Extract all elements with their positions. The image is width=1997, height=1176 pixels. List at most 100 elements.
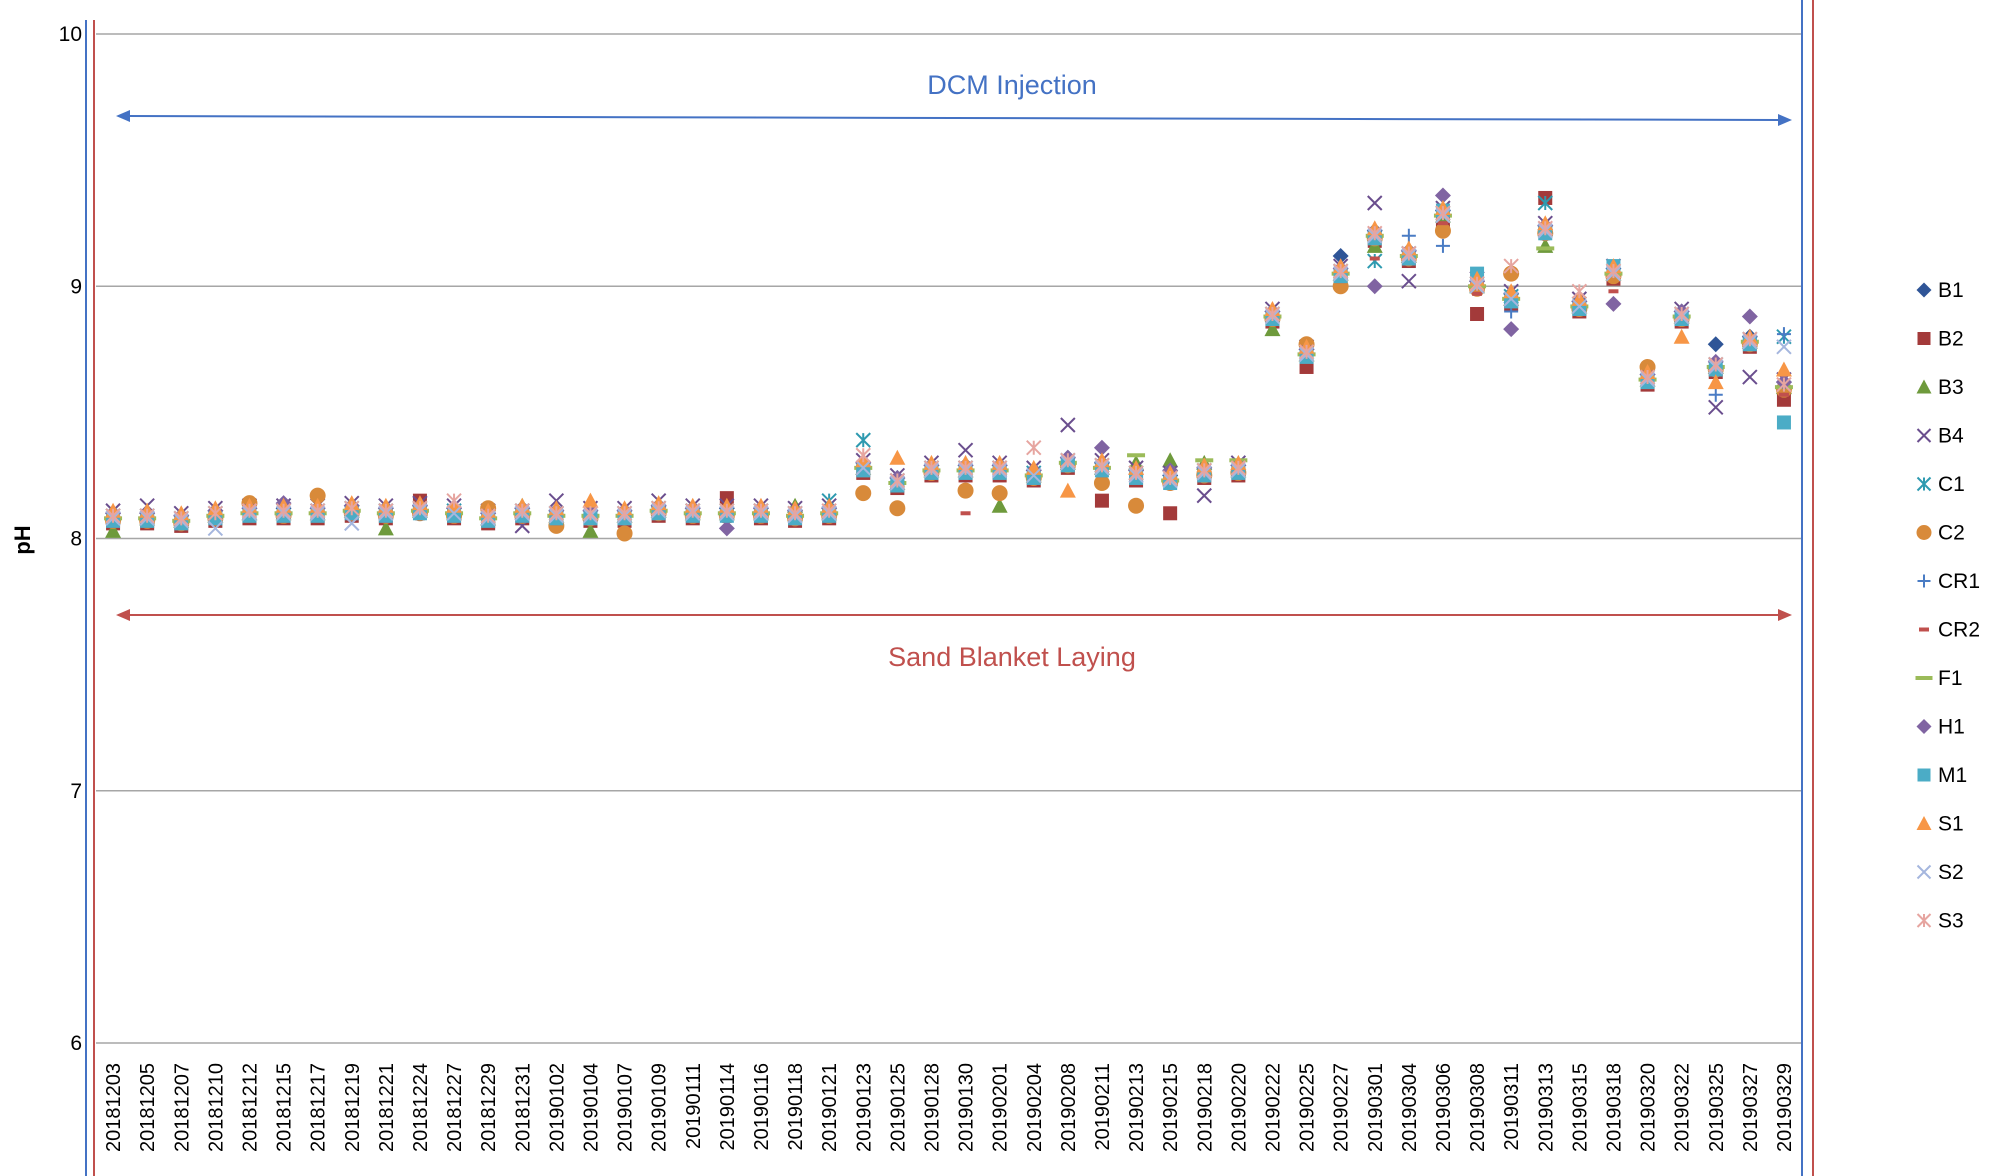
marker (1196, 462, 1212, 479)
marker (1571, 298, 1588, 315)
marker-shape (1163, 506, 1178, 521)
marker-shape (105, 508, 121, 524)
marker-shape (1401, 273, 1417, 289)
marker-shape (105, 522, 122, 538)
marker (1127, 453, 1146, 458)
x-tick-label: 20190107 (615, 1063, 637, 1152)
marker-shape (1094, 457, 1110, 474)
marker-shape (991, 460, 1008, 476)
marker-shape (1367, 253, 1383, 269)
marker (1332, 263, 1349, 279)
y-axis-label: pH (10, 525, 35, 554)
x-tick-label: 20190213 (1126, 1063, 1148, 1152)
marker (855, 460, 871, 476)
marker (1707, 374, 1724, 390)
marker (685, 503, 701, 519)
marker (1742, 331, 1758, 347)
arrow-head (1778, 609, 1792, 621)
marker (1708, 387, 1723, 402)
x-tick-label: 20190313 (1535, 1063, 1557, 1152)
marker (960, 511, 971, 516)
marker-shape (1916, 816, 1932, 830)
legend-marker (1919, 627, 1929, 632)
marker-shape (1708, 387, 1723, 402)
marker-shape (855, 432, 871, 448)
legend-marker (1916, 379, 1932, 394)
marker (1608, 289, 1619, 294)
marker-shape (1916, 282, 1932, 298)
marker-shape (1742, 331, 1758, 347)
marker (1537, 195, 1553, 211)
x-tick-label: 20190301 (1365, 1063, 1387, 1152)
x-tick-label: 20190320 (1638, 1063, 1660, 1152)
marker (1537, 220, 1553, 236)
marker-shape (1503, 321, 1520, 338)
x-tick-label: 20190121 (819, 1063, 841, 1152)
marker-shape (241, 503, 258, 519)
marker-shape (889, 472, 906, 489)
x-tick-label: 20190102 (546, 1063, 568, 1152)
marker-shape (1708, 356, 1724, 373)
marker (718, 520, 735, 537)
x-tick-label: 20190208 (1058, 1063, 1080, 1152)
marker-shape (1503, 291, 1519, 307)
marker-shape (1776, 415, 1791, 430)
marker (1639, 369, 1656, 385)
marker-shape (1503, 258, 1519, 274)
marker-shape (1060, 417, 1076, 433)
marker-shape (1369, 256, 1380, 261)
marker (207, 520, 224, 537)
marker (1776, 339, 1792, 355)
marker (1162, 470, 1178, 486)
marker-shape (1778, 392, 1789, 397)
marker (1369, 256, 1380, 261)
marker-shape (1917, 332, 1931, 345)
x-tick-label: 20190123 (853, 1063, 875, 1152)
legend-label: M1 (1938, 764, 1967, 787)
marker-shape (1741, 308, 1758, 325)
marker-shape (378, 503, 394, 519)
marker (1776, 327, 1791, 342)
x-tick-label: 20181217 (308, 1063, 330, 1152)
marker-shape (309, 503, 326, 519)
marker-shape (1332, 263, 1349, 279)
x-tick-label: 20190227 (1331, 1063, 1353, 1152)
marker (1332, 247, 1349, 264)
marker-shape (1776, 376, 1792, 393)
marker-shape (1916, 476, 1932, 492)
y-tick-label: 8 (70, 528, 82, 551)
annotation-arrow (121, 115, 1787, 121)
marker-shape (1230, 460, 1247, 476)
marker-shape (446, 492, 462, 509)
arrow-head (1778, 114, 1792, 126)
marker (1503, 291, 1519, 307)
marker-shape (855, 485, 872, 502)
x-tick-label: 20181221 (376, 1063, 398, 1152)
y-tick-label: 7 (70, 780, 82, 803)
marker (1367, 253, 1383, 269)
x-tick-label: 20181212 (239, 1063, 261, 1152)
legend-label: S1 (1938, 813, 1964, 836)
marker (1708, 356, 1724, 373)
marker-shape (1093, 475, 1110, 492)
marker-shape (991, 497, 1008, 513)
marker (1708, 399, 1724, 416)
marker-shape (1162, 452, 1179, 468)
marker-shape (1605, 263, 1622, 279)
marker (1093, 475, 1110, 492)
marker-shape (1917, 574, 1931, 588)
marker (855, 485, 872, 502)
marker (1673, 306, 1690, 322)
marker (1605, 295, 1622, 312)
x-tick-label: 20190104 (580, 1063, 602, 1152)
marker-shape (582, 522, 599, 538)
legend-label: F1 (1938, 667, 1963, 690)
marker (1741, 308, 1758, 325)
marker-shape (1608, 289, 1619, 294)
x-tick-label: 20181207 (171, 1063, 193, 1152)
marker (1230, 460, 1247, 476)
marker-shape (446, 505, 462, 521)
legend-marker (1916, 525, 1932, 540)
marker-shape (685, 503, 701, 519)
